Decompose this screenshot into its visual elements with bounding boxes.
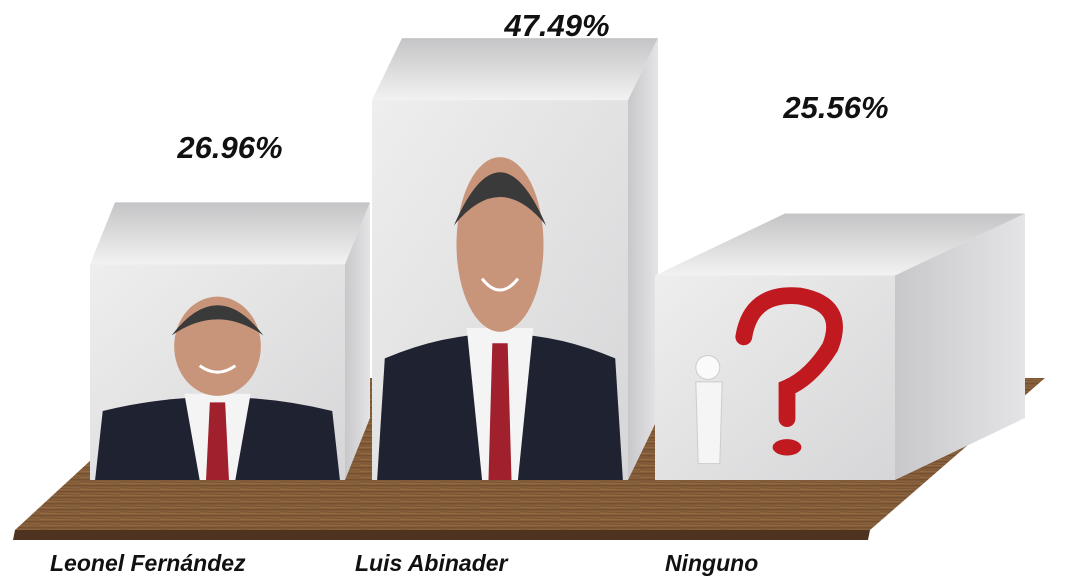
smile bbox=[480, 277, 520, 292]
face-picture bbox=[695, 287, 843, 465]
face-picture bbox=[95, 296, 340, 480]
cube-top bbox=[90, 202, 370, 265]
floor-edge bbox=[13, 530, 870, 540]
cube-top bbox=[372, 38, 658, 101]
cube bbox=[372, 38, 658, 480]
cube-side bbox=[345, 202, 370, 480]
cube bbox=[90, 202, 370, 480]
figure-head bbox=[695, 355, 721, 381]
cube-top bbox=[655, 213, 1025, 276]
question-dot bbox=[772, 439, 802, 456]
category-label: Leonel Fernández bbox=[50, 550, 246, 576]
value-label: 25.56% bbox=[782, 90, 888, 125]
value-label: 26.96% bbox=[176, 130, 282, 165]
question-mark bbox=[735, 287, 843, 428]
hair bbox=[171, 305, 264, 336]
figure-body bbox=[695, 381, 723, 465]
category-label: Ninguno bbox=[665, 550, 758, 576]
category-label: Luis Abinader bbox=[355, 550, 509, 576]
tie bbox=[488, 343, 512, 480]
cube bbox=[655, 213, 1025, 480]
cube-side bbox=[895, 213, 1025, 480]
face-picture bbox=[377, 157, 623, 480]
cube-side bbox=[628, 38, 658, 480]
tie bbox=[206, 402, 229, 480]
smile bbox=[198, 364, 237, 374]
hair bbox=[453, 172, 547, 226]
value-label: 47.49% bbox=[503, 8, 609, 43]
